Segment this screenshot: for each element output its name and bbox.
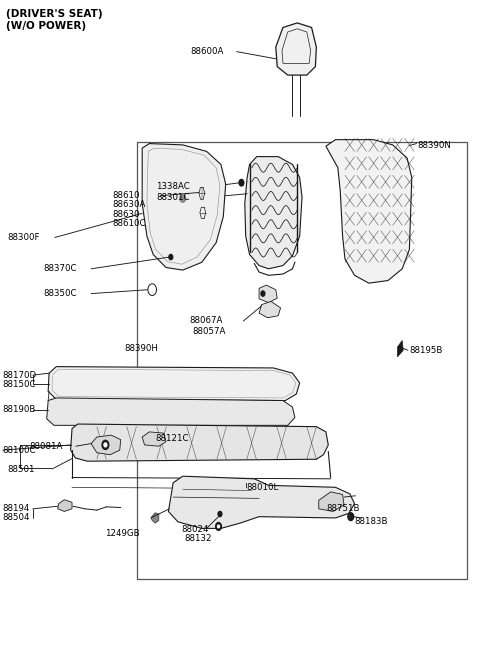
Circle shape: [216, 523, 221, 531]
Text: (W/O POWER): (W/O POWER): [6, 21, 86, 31]
Circle shape: [180, 195, 186, 202]
Text: 88195B: 88195B: [409, 346, 443, 356]
Text: (DRIVER'S SEAT): (DRIVER'S SEAT): [6, 9, 103, 19]
Text: 88067A: 88067A: [189, 316, 222, 326]
Circle shape: [261, 291, 265, 296]
Text: 88132: 88132: [184, 534, 212, 543]
Text: 88350C: 88350C: [43, 289, 77, 298]
Polygon shape: [91, 435, 120, 455]
Polygon shape: [276, 23, 316, 75]
Circle shape: [217, 525, 219, 528]
Text: 88100C: 88100C: [3, 445, 36, 455]
Text: 88300F: 88300F: [7, 233, 40, 242]
Polygon shape: [142, 143, 226, 270]
Text: 88081A: 88081A: [29, 441, 62, 451]
Text: 88194: 88194: [2, 504, 30, 514]
Text: 88170D: 88170D: [2, 371, 36, 380]
Text: 88370C: 88370C: [43, 265, 77, 273]
Text: 88301C: 88301C: [156, 193, 190, 202]
Polygon shape: [397, 341, 403, 357]
Text: 88600A: 88600A: [190, 47, 223, 56]
Polygon shape: [58, 500, 72, 512]
Text: 88504: 88504: [2, 514, 30, 523]
Bar: [137, 141, 467, 578]
Text: 88010L: 88010L: [247, 483, 279, 492]
Text: 88610C: 88610C: [112, 219, 145, 228]
Text: 88024: 88024: [182, 525, 209, 534]
Text: 88630A: 88630A: [112, 200, 145, 210]
Circle shape: [148, 284, 156, 295]
Text: 88150C: 88150C: [2, 380, 36, 389]
Circle shape: [104, 443, 107, 447]
Text: 88057A: 88057A: [192, 327, 226, 336]
Polygon shape: [259, 285, 277, 303]
Text: 88390N: 88390N: [418, 141, 451, 150]
Text: 88190B: 88190B: [2, 405, 36, 414]
Polygon shape: [319, 492, 344, 512]
Circle shape: [350, 514, 354, 519]
Circle shape: [239, 179, 244, 186]
Polygon shape: [48, 367, 300, 401]
Polygon shape: [152, 513, 159, 523]
Text: 88390H: 88390H: [124, 344, 158, 353]
Text: 88501: 88501: [7, 464, 35, 474]
Text: 1249GB: 1249GB: [106, 529, 140, 538]
Text: 1338AC: 1338AC: [156, 182, 190, 191]
Circle shape: [102, 440, 109, 449]
Text: 88630: 88630: [112, 210, 140, 219]
Text: 88751B: 88751B: [327, 504, 360, 514]
Polygon shape: [259, 301, 281, 318]
Polygon shape: [142, 432, 166, 446]
Circle shape: [348, 513, 354, 521]
Circle shape: [350, 515, 352, 518]
Circle shape: [218, 512, 222, 517]
Polygon shape: [326, 140, 412, 283]
Circle shape: [169, 254, 173, 259]
Text: 88183B: 88183B: [355, 517, 388, 526]
Polygon shape: [71, 424, 328, 461]
Polygon shape: [47, 398, 295, 425]
Polygon shape: [245, 157, 302, 269]
Polygon shape: [168, 476, 355, 529]
Text: 88610: 88610: [112, 191, 140, 200]
Text: 88121C: 88121C: [156, 434, 189, 443]
